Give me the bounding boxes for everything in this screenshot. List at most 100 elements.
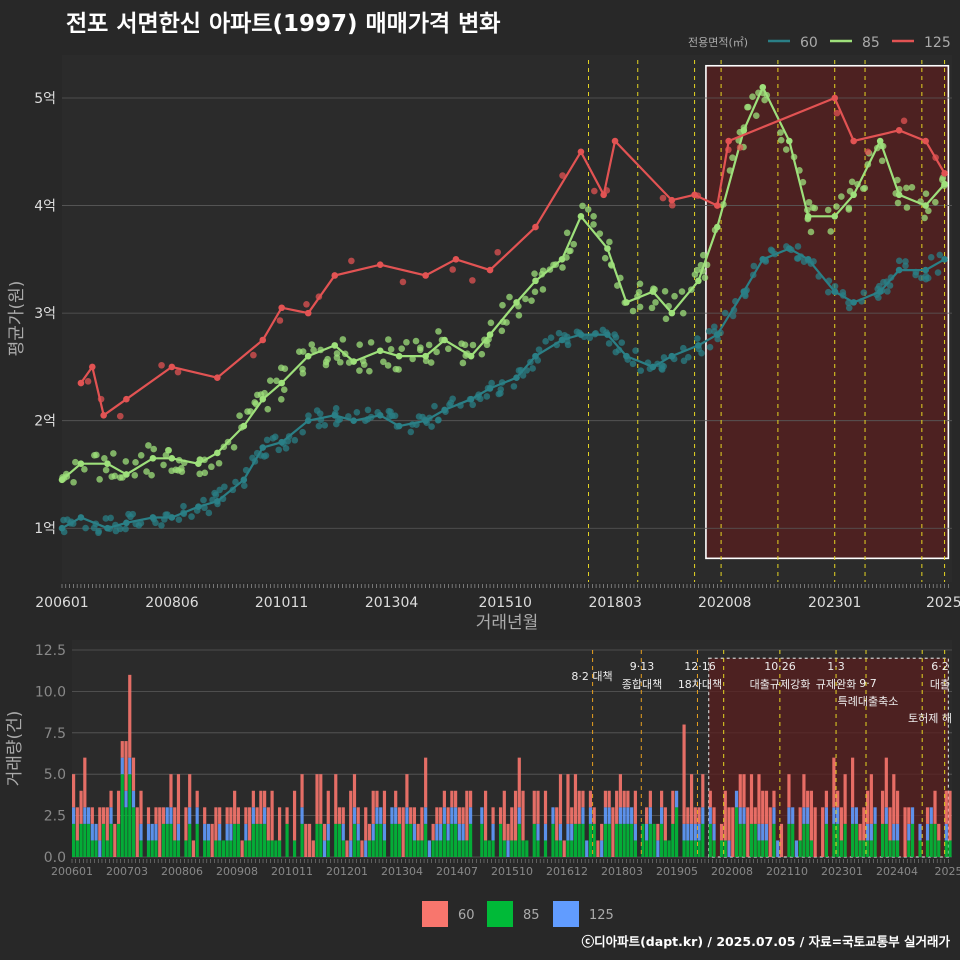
bar-85 <box>809 840 814 857</box>
bar-125 <box>424 807 428 824</box>
bar-60 <box>225 807 229 824</box>
scatter-point <box>658 366 666 373</box>
scatter-point <box>93 451 100 459</box>
bar-125 <box>622 807 626 824</box>
top-y-tick-label: 4억 <box>34 199 56 215</box>
policy-annotation-date: 1·3 <box>827 660 845 673</box>
bar-60 <box>888 807 892 841</box>
bar-60 <box>131 757 136 791</box>
scatter-point <box>392 365 400 373</box>
scatter-point <box>409 355 416 363</box>
bar-125 <box>446 823 450 841</box>
bottom-x-tick-label: 201803 <box>601 865 643 878</box>
bar-125 <box>442 807 446 824</box>
bar-125 <box>832 807 836 824</box>
bar-60 <box>836 790 840 808</box>
bar-85 <box>663 840 667 857</box>
legend-label-60: 60 <box>800 35 818 51</box>
bar-60 <box>356 807 360 824</box>
scatter-point <box>366 367 373 375</box>
bar-60 <box>116 790 121 824</box>
bar-125 <box>412 823 417 841</box>
bar-60 <box>712 807 716 824</box>
bar-85 <box>154 840 158 857</box>
scatter-point <box>299 428 306 436</box>
bar-60 <box>824 790 828 808</box>
scatter-point <box>196 470 203 478</box>
top-y-axis-title: 평균가(원) <box>7 281 27 357</box>
scatter-point <box>158 361 165 369</box>
bar-60 <box>446 807 450 824</box>
scatter-point <box>519 372 527 379</box>
bar-125 <box>757 823 761 841</box>
scatter-point <box>95 528 103 535</box>
scatter-point <box>661 287 669 295</box>
bar-60 <box>420 807 424 841</box>
scatter-point <box>705 327 713 335</box>
scatter-point <box>299 370 307 377</box>
bar-85 <box>356 840 360 857</box>
scatter-point <box>555 329 563 337</box>
scatter-point <box>264 405 272 413</box>
scatter-point <box>528 297 535 304</box>
bar-125 <box>566 823 570 841</box>
scatter-point <box>111 472 119 480</box>
bar-85 <box>701 823 705 857</box>
bar-60 <box>821 807 825 857</box>
scatter-point <box>469 401 477 409</box>
bar-85 <box>86 823 91 857</box>
bar-125 <box>382 823 387 841</box>
bar-60 <box>244 807 248 824</box>
scatter-point <box>922 190 930 197</box>
bar-85 <box>615 823 619 857</box>
bar-125 <box>469 807 473 824</box>
scatter-point <box>894 199 902 207</box>
policy-annotation-text: 종합대책 <box>622 678 662 691</box>
bar-60 <box>352 774 357 808</box>
scatter-point <box>336 358 344 366</box>
series-point <box>532 277 539 285</box>
bar-85 <box>806 823 810 857</box>
scatter-point <box>324 355 331 363</box>
series-point <box>740 288 748 295</box>
bottom-y-tick-label: 7.5 <box>44 726 66 742</box>
bar-85 <box>487 840 491 857</box>
bar-85 <box>910 823 915 857</box>
scatter-point <box>449 266 457 273</box>
bar-85 <box>326 840 330 857</box>
series-point <box>376 347 384 355</box>
series-point <box>58 524 66 532</box>
series-point <box>240 422 248 430</box>
policy-annotation-date: 9·13 <box>630 660 655 673</box>
bar-125 <box>506 840 510 857</box>
scatter-point <box>175 516 183 524</box>
bar-125 <box>364 840 368 857</box>
bar-60 <box>925 807 930 824</box>
bar-85 <box>236 823 240 857</box>
scatter-point <box>188 513 195 520</box>
scatter-point <box>925 207 932 215</box>
scatter-point <box>838 193 845 200</box>
scatter-point <box>559 172 566 179</box>
policy-annotation-text: 특례대출축소 <box>838 695 899 708</box>
scatter-point <box>750 262 758 270</box>
bar-85 <box>630 823 634 857</box>
bar-125 <box>124 790 128 808</box>
bar-85 <box>573 823 578 857</box>
bar-60 <box>409 807 413 824</box>
bar-125 <box>128 757 132 775</box>
policy-annotation-text: 18차대책 <box>678 678 722 691</box>
legend-title: 전용면적(㎡) <box>688 36 748 49</box>
bar-60 <box>322 823 327 841</box>
series-point <box>740 126 748 134</box>
bar-85 <box>221 840 225 857</box>
bar-60 <box>866 790 870 824</box>
bar-85 <box>79 823 83 857</box>
bottom-x-tick-label: 201905 <box>656 865 698 878</box>
bar-85 <box>424 823 428 857</box>
series-point <box>895 266 903 274</box>
series-point <box>350 358 357 365</box>
bottom-y-tick-label: 12.5 <box>35 643 66 659</box>
bar-60 <box>158 807 162 857</box>
bar-60 <box>83 757 87 808</box>
